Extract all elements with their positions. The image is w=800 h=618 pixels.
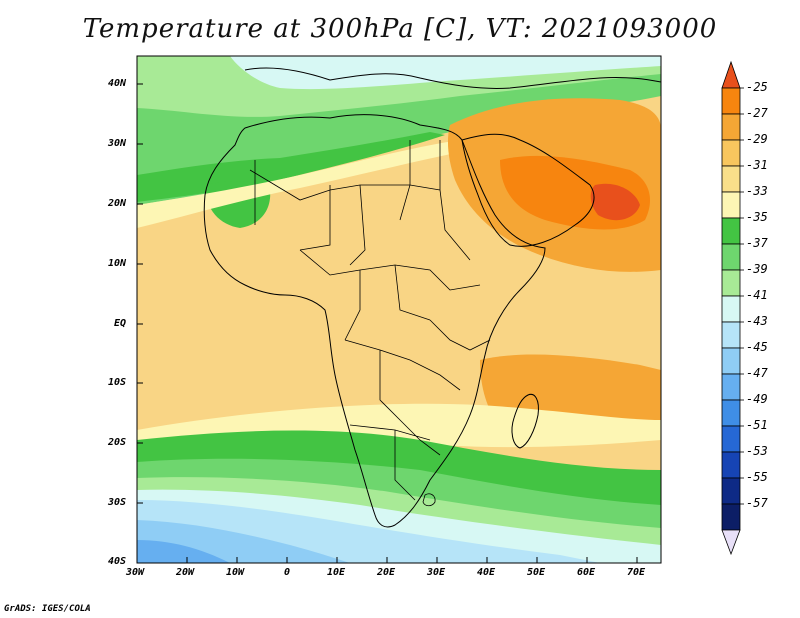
lat-label-40n: 40N <box>108 78 127 89</box>
colorbar-swatch <box>721 451 741 479</box>
lon-label-20w: 20W <box>176 567 195 578</box>
colorbar-label: -37 <box>746 236 768 250</box>
colorbar-swatch <box>721 243 741 271</box>
lon-label-40e: 40E <box>477 567 496 578</box>
colorbar-swatch <box>721 217 741 245</box>
grads-credit: GrADS: IGES/COLA <box>4 604 91 614</box>
plot-frame <box>136 55 662 564</box>
lon-label-0: 0 <box>284 567 291 578</box>
lesotho-outline <box>422 493 436 507</box>
lat-label-eq: EQ <box>114 318 127 329</box>
lon-ticks <box>186 557 638 563</box>
lon-label-30e: 30E <box>427 567 446 578</box>
colorbar-label: -35 <box>746 210 768 224</box>
colorbar <box>721 60 744 556</box>
lon-label-70e: 70E <box>627 567 646 578</box>
colorbar-swatch <box>721 87 741 115</box>
colorbar-label: -55 <box>746 470 768 484</box>
band-north-cyan <box>230 56 661 90</box>
colorbar-label: -31 <box>746 158 768 172</box>
colorbar-label: -53 <box>746 444 768 458</box>
madagascar-outline <box>511 393 539 449</box>
colorbar-swatch <box>721 503 741 531</box>
colorbar-label: -29 <box>746 132 768 146</box>
map-title: Temperature at 300hPa [C], VT: 202109300… <box>82 14 718 44</box>
colorbar-label: -27 <box>746 106 768 120</box>
lon-label-10e: 10E <box>327 567 346 578</box>
lat-label-20n: 20N <box>108 198 127 209</box>
europe-outline <box>244 67 661 89</box>
lon-label-30w: 30W <box>126 567 145 578</box>
map-field <box>137 56 661 563</box>
colorbar-label: -41 <box>746 288 768 302</box>
colorbar-swatch <box>721 295 741 323</box>
lon-label-60e: 60E <box>577 567 596 578</box>
colorbar-label: -47 <box>746 366 768 380</box>
colorbar-swatch <box>721 165 741 193</box>
band-south-deepblue <box>137 540 230 563</box>
colorbar-swatch <box>721 477 741 505</box>
colorbar-swatch <box>721 373 741 401</box>
colorbar-label: -49 <box>746 392 768 406</box>
colorbar-top-triangle <box>721 60 741 89</box>
colorbar-swatch <box>721 347 741 375</box>
colorbar-swatch <box>721 425 741 453</box>
lat-label-10s: 10S <box>108 377 127 388</box>
colorbar-label: -43 <box>746 314 768 328</box>
colorbar-label: -33 <box>746 184 768 198</box>
lat-label-30n: 30N <box>108 138 127 149</box>
lat-label-20s: 20S <box>108 437 127 448</box>
lat-label-10n: 10N <box>108 258 127 269</box>
colorbar-bottom-triangle <box>721 529 741 556</box>
lat-label-40s: 40S <box>108 556 127 567</box>
band-pale-yellow <box>137 140 470 228</box>
colorbar-swatch <box>721 269 741 297</box>
lat-label-30s: 30S <box>108 497 127 508</box>
lon-label-10w: 10W <box>226 567 245 578</box>
lon-label-20e: 20E <box>377 567 396 578</box>
country-borders <box>249 140 491 501</box>
colorbar-swatch <box>721 139 741 167</box>
colorbar-label: -57 <box>746 496 768 510</box>
arabia-hotspot <box>590 183 640 221</box>
colorbar-label: -25 <box>746 80 768 94</box>
lon-label-50e: 50E <box>527 567 546 578</box>
colorbar-label: -51 <box>746 418 768 432</box>
arabia-outline <box>461 133 595 247</box>
colorbar-swatch <box>721 321 741 349</box>
colorbar-swatch <box>721 113 741 141</box>
colorbar-label: -45 <box>746 340 768 354</box>
colorbar-label: -39 <box>746 262 768 276</box>
lat-ticks <box>137 83 143 504</box>
colorbar-swatch <box>721 191 741 219</box>
colorbar-swatch <box>721 399 741 427</box>
